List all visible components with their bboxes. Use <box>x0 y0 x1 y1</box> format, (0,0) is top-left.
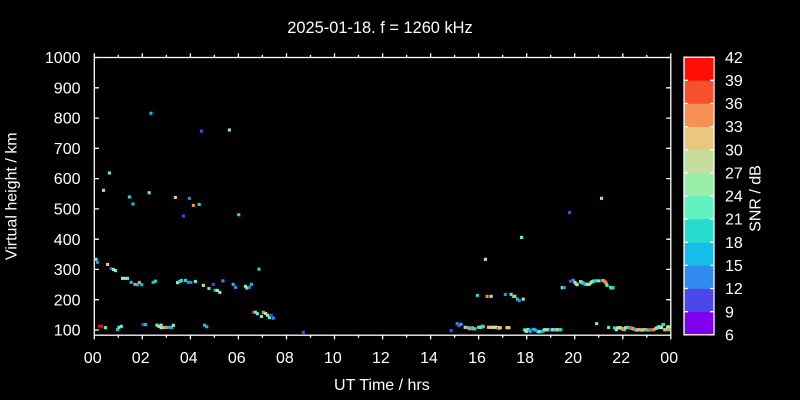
svg-text:02: 02 <box>132 350 150 367</box>
svg-text:15: 15 <box>725 258 743 275</box>
svg-text:9: 9 <box>725 304 734 321</box>
svg-text:700: 700 <box>54 141 81 158</box>
svg-text:100: 100 <box>54 323 81 340</box>
svg-text:800: 800 <box>54 111 81 128</box>
svg-text:600: 600 <box>54 171 81 188</box>
svg-text:14: 14 <box>420 350 438 367</box>
svg-text:200: 200 <box>54 292 81 309</box>
svg-text:42: 42 <box>725 50 743 67</box>
svg-text:30: 30 <box>725 142 743 159</box>
svg-text:12: 12 <box>725 281 743 298</box>
svg-text:2025-01-18. f = 1260 kHz: 2025-01-18. f = 1260 kHz <box>287 19 472 37</box>
svg-text:6: 6 <box>725 327 734 344</box>
svg-text:900: 900 <box>54 80 81 97</box>
svg-text:24: 24 <box>725 189 743 206</box>
svg-text:27: 27 <box>725 166 743 183</box>
svg-text:00: 00 <box>660 350 678 367</box>
svg-text:22: 22 <box>612 350 630 367</box>
svg-text:20: 20 <box>564 350 582 367</box>
svg-text:500: 500 <box>54 202 81 219</box>
svg-text:39: 39 <box>725 73 743 90</box>
svg-text:00: 00 <box>84 350 102 367</box>
svg-text:400: 400 <box>54 232 81 249</box>
svg-text:16: 16 <box>468 350 486 367</box>
svg-text:33: 33 <box>725 119 743 136</box>
svg-text:08: 08 <box>276 350 294 367</box>
svg-text:21: 21 <box>725 212 743 229</box>
svg-text:04: 04 <box>180 350 198 367</box>
svg-text:10: 10 <box>324 350 342 367</box>
svg-text:UT Time / hrs: UT Time / hrs <box>334 377 430 394</box>
svg-text:1000: 1000 <box>45 50 81 67</box>
svg-text:18: 18 <box>516 350 534 367</box>
svg-text:36: 36 <box>725 96 743 113</box>
svg-text:SNR / dB: SNR / dB <box>747 165 764 232</box>
svg-text:06: 06 <box>228 350 246 367</box>
svg-text:Virtual height / km: Virtual height / km <box>3 132 20 260</box>
svg-text:18: 18 <box>725 235 743 252</box>
svg-text:300: 300 <box>54 262 81 279</box>
svg-text:12: 12 <box>372 350 390 367</box>
